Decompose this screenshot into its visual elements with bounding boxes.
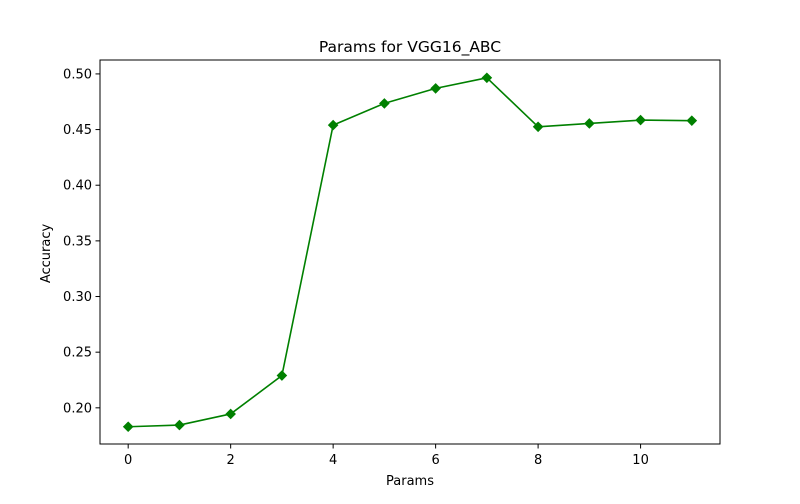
y-tick-label: 0.20 — [63, 401, 92, 416]
data-point-marker — [481, 72, 493, 84]
y-tick-label: 0.35 — [63, 234, 92, 249]
y-tick-label: 0.30 — [63, 290, 92, 305]
x-axis-label: Params — [386, 474, 434, 489]
chart-title: Params for VGG16_ABC — [319, 38, 501, 57]
data-point-marker — [379, 98, 390, 109]
data-point-marker — [122, 421, 134, 433]
data-point-marker — [327, 119, 339, 131]
x-tick-label: 0 — [124, 453, 132, 468]
y-tick-label: 0.40 — [63, 179, 92, 194]
data-point-marker — [276, 370, 288, 381]
series-layer — [122, 72, 698, 433]
x-tick-label: 6 — [431, 453, 439, 468]
y-tick-label: 0.45 — [63, 123, 92, 138]
data-point-marker — [635, 114, 646, 126]
x-tick-label: 4 — [329, 453, 337, 468]
y-tick-label: 0.25 — [63, 346, 92, 361]
data-point-marker — [174, 419, 185, 431]
y-axis: 0.20 0.25 0.30 0.35 0.40 0.45 0.50 — [63, 67, 100, 416]
data-point-marker — [225, 408, 236, 420]
x-tick-label: 10 — [632, 453, 649, 468]
series-line — [128, 77, 692, 428]
x-tick-label: 2 — [227, 453, 235, 468]
x-tick-label: 8 — [534, 453, 542, 468]
y-axis-label: Accuracy — [39, 224, 54, 284]
y-tick-label: 0.50 — [63, 67, 92, 82]
data-point-marker — [430, 83, 441, 94]
plot-frame — [99, 59, 721, 445]
data-point-marker — [532, 121, 544, 133]
data-point-marker — [584, 118, 595, 129]
x-axis: 0 2 4 6 8 10 — [124, 444, 649, 468]
data-point-marker — [686, 115, 698, 126]
plot-area — [99, 59, 721, 445]
